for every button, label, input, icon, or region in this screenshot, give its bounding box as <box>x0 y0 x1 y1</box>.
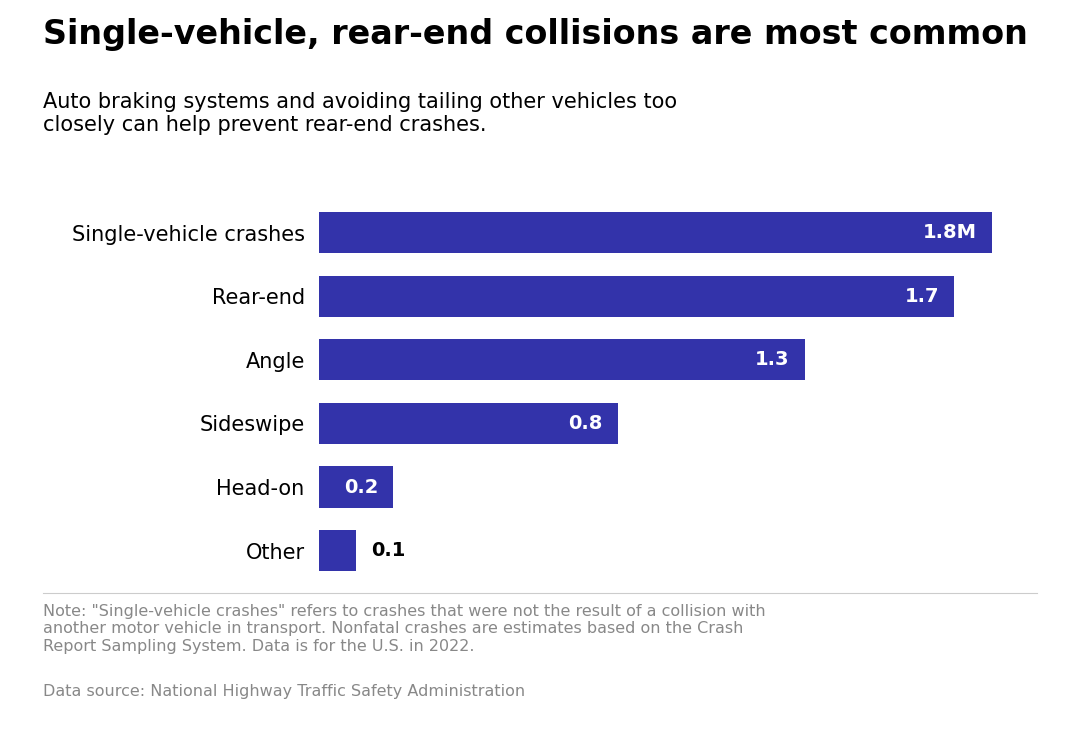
Bar <box>319 339 805 381</box>
Text: 1.8M: 1.8M <box>922 223 976 242</box>
Text: Auto braking systems and avoiding tailing other vehicles too
closely can help pr: Auto braking systems and avoiding tailin… <box>43 92 677 135</box>
Text: 1.7: 1.7 <box>905 287 940 306</box>
Text: Data source: National Highway Traffic Safety Administration: Data source: National Highway Traffic Sa… <box>43 684 525 699</box>
Text: 1.3: 1.3 <box>755 351 789 370</box>
Bar <box>319 403 618 444</box>
Bar <box>319 275 954 317</box>
Bar <box>319 466 393 508</box>
Bar <box>319 530 356 571</box>
Text: Note: "Single-vehicle crashes" refers to crashes that were not the result of a c: Note: "Single-vehicle crashes" refers to… <box>43 604 766 654</box>
Text: 0.8: 0.8 <box>568 414 603 433</box>
Bar <box>319 212 991 253</box>
Text: Single-vehicle, rear-end collisions are most common: Single-vehicle, rear-end collisions are … <box>43 18 1028 51</box>
Text: 0.2: 0.2 <box>345 477 378 496</box>
Text: 0.1: 0.1 <box>370 541 405 560</box>
